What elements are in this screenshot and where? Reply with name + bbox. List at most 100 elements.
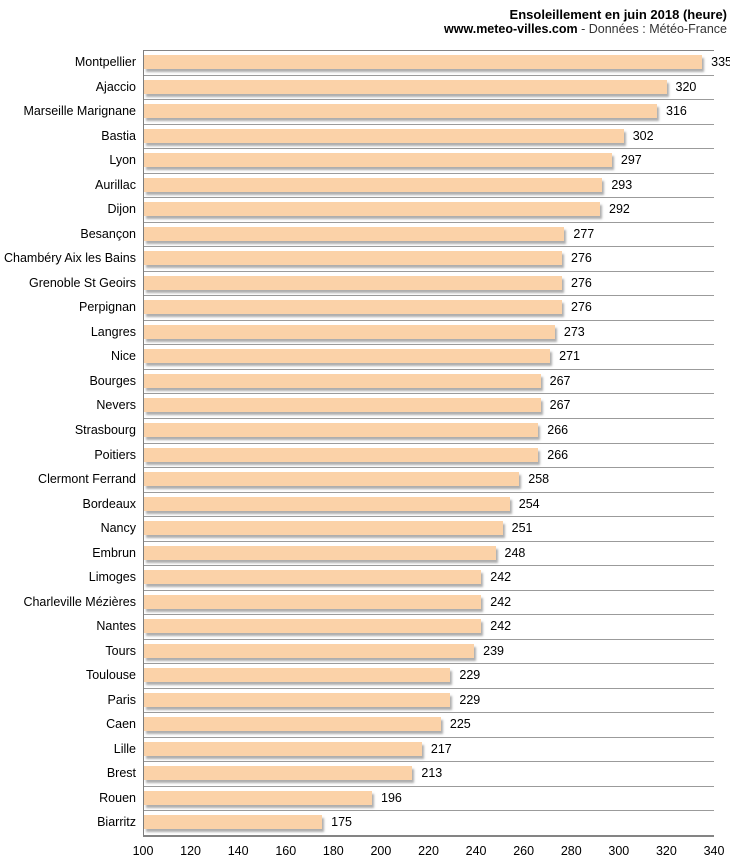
bar — [144, 300, 562, 315]
category-label: Brest — [106, 766, 136, 781]
bar-row: Lille 217 — [114, 738, 714, 763]
bar — [144, 128, 624, 143]
bar-row: Rouen 196 — [99, 787, 714, 812]
x-tick-label: 140 — [227, 844, 249, 858]
bar-row: Toulouse 229 — [86, 664, 714, 689]
bar — [144, 422, 539, 437]
bar-row: Nice 271 — [111, 345, 714, 370]
bar-row: Brest 213 — [107, 762, 714, 787]
bar — [144, 717, 441, 732]
category-label: Caen — [106, 717, 136, 732]
category-label: Perpignan — [79, 300, 136, 315]
bar — [144, 55, 703, 69]
source-site: www.meteo-villes.com — [444, 22, 578, 36]
value-label: 229 — [459, 692, 481, 707]
category-label: Langres — [90, 324, 136, 339]
value-label: 175 — [331, 815, 352, 830]
value-label: 251 — [511, 521, 533, 536]
bar-row: Embrun 248 — [92, 542, 714, 567]
bar-row: Bordeaux 254 — [82, 493, 714, 518]
bar-row: Marseille Marignane 316 — [23, 100, 714, 125]
bar-row: Bourges 267 — [89, 370, 714, 395]
category-label: Bordeaux — [82, 496, 136, 511]
value-label: 248 — [504, 545, 526, 560]
value-label: 276 — [571, 251, 592, 266]
bar-row: Perpignan 276 — [79, 296, 714, 321]
chart-title: Ensoleillement en juin 2018 (heure) — [509, 7, 727, 22]
category-label: Clermont Ferrand — [38, 472, 136, 487]
bar — [144, 594, 482, 609]
value-label: 293 — [611, 177, 633, 192]
bar-row: Nantes 242 — [96, 615, 714, 640]
bar — [144, 153, 612, 168]
bar — [144, 766, 413, 781]
value-label: 267 — [549, 373, 571, 388]
bar-row: Biarritz 175 — [97, 811, 714, 835]
bar — [144, 324, 555, 339]
bar — [144, 570, 482, 585]
bar-row: Bastia 302 — [101, 125, 714, 150]
bar — [144, 790, 372, 805]
category-label: Poitiers — [94, 447, 136, 462]
x-tick-label: 220 — [418, 844, 439, 858]
x-tick-label: 200 — [370, 844, 392, 858]
bar-row: Charleville Mézières 242 — [23, 591, 714, 616]
bar-row: Limoges 242 — [89, 566, 714, 591]
value-label: 229 — [459, 668, 481, 683]
value-label: 242 — [490, 619, 512, 634]
bar — [144, 398, 541, 413]
bar — [144, 619, 482, 634]
bar-row: Nancy 251 — [101, 517, 714, 542]
value-label: 302 — [632, 128, 654, 143]
category-label: Bastia — [101, 128, 136, 143]
category-label: Lille — [113, 741, 136, 756]
bar-row: Strasbourg 266 — [75, 419, 714, 444]
bar — [144, 496, 510, 511]
category-label: Bourges — [89, 373, 136, 388]
x-axis-labels: 100 120 140 160 180 200 220 240 260 280 300 320 340 — [133, 844, 725, 860]
bar — [144, 373, 541, 388]
category-label: Limoges — [88, 570, 136, 585]
category-label: Dijon — [107, 202, 137, 217]
bar-row: Langres 273 — [91, 321, 714, 346]
bar — [144, 447, 539, 462]
bar-row: Chambéry Aix les Bains 276 — [4, 247, 714, 272]
bar-row: Nevers 267 — [96, 394, 714, 419]
x-tick-label: 260 — [513, 844, 535, 858]
value-label: 225 — [449, 717, 471, 732]
value-label: 213 — [421, 766, 443, 781]
value-label: 276 — [571, 300, 592, 315]
category-label: Toulouse — [85, 668, 136, 683]
bar — [144, 202, 600, 217]
bar-row: Dijon 292 — [108, 198, 714, 223]
value-label: 254 — [518, 496, 540, 511]
category-label: Charleville Mézières — [23, 594, 136, 609]
bar — [144, 275, 562, 290]
value-label: 242 — [490, 594, 512, 609]
bar-row: Lyon 297 — [109, 149, 714, 174]
x-tick-label: 320 — [655, 844, 677, 858]
x-tick-label: 300 — [608, 844, 630, 858]
bar-row: Tours 239 — [105, 640, 714, 665]
value-label: 266 — [547, 447, 569, 462]
bar — [144, 643, 475, 658]
value-label: 276 — [571, 275, 592, 290]
x-tick-label: 240 — [465, 844, 487, 858]
x-tick-label: 160 — [275, 844, 297, 858]
chart-header: Ensoleillement en juin 2018 (heure) www.… — [444, 7, 727, 37]
bar-row: Ajaccio 320 — [96, 76, 714, 101]
bar-row: Paris 229 — [108, 689, 714, 714]
bar-row: Aurillac 293 — [95, 174, 714, 199]
value-label: 242 — [490, 570, 512, 585]
category-label: Nancy — [100, 521, 136, 536]
bar — [144, 668, 451, 683]
bar — [144, 177, 603, 192]
value-label: 277 — [573, 226, 595, 241]
bar — [144, 226, 565, 241]
category-label: Strasbourg — [74, 422, 136, 437]
plot-area: Montpellier 335 Ajaccio 320 Marseille Ma… — [4, 50, 730, 837]
category-label: Biarritz — [97, 815, 136, 830]
x-tick-label: 180 — [322, 844, 344, 858]
bar-row: Grenoble St Geoirs 276 — [29, 272, 714, 297]
